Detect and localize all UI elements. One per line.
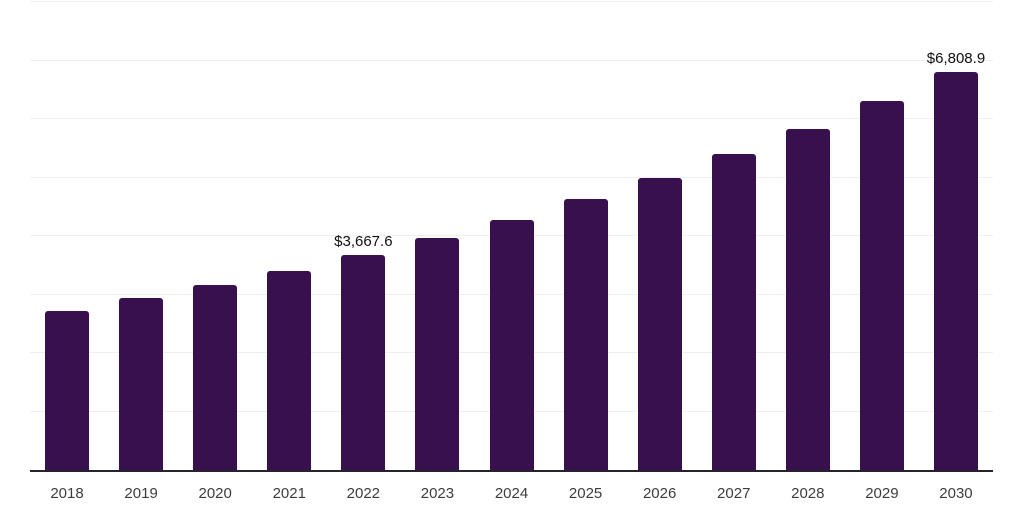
bar-slot-2028 [771,2,845,470]
bar-slot-2022: $3,667.6 [326,2,400,470]
bar-2026 [637,177,682,470]
bar-slot-2023 [400,2,474,470]
bar-slots: $3,667.6 $6,808.9 [30,2,993,470]
x-axis-tick-labels: 2018 2019 2020 2021 2022 2023 2024 2025 2026 2027… [30,486,993,501]
x-tick-2024: 2024 [494,485,529,502]
x-tick-2029: 2029 [865,485,899,502]
bar-2030 [933,71,978,470]
bar-2027 [711,154,756,470]
bar-2018 [45,311,90,470]
bar-2029 [859,101,904,470]
gridline [30,1,993,2]
data-label-2030: $6,808.9 [926,49,986,67]
bar-2021 [267,270,312,470]
bar-slot-2026 [623,2,697,470]
bar-2020 [193,285,238,470]
bar-2025 [563,199,608,470]
x-tick-2022: 2022 [346,485,381,502]
bar-slot-2027 [697,2,771,470]
bar-slot-2020 [178,2,252,470]
gridline [30,59,993,61]
x-tick-2018: 2018 [50,485,84,502]
x-tick-2025: 2025 [568,485,603,502]
x-tick-2026: 2026 [642,485,677,502]
bar-slot-2019 [104,2,178,470]
x-tick-2023: 2023 [420,485,455,502]
bar-slot-2029 [845,2,919,470]
bar-2028 [785,128,830,470]
bar-slot-2021 [252,2,326,470]
bar-slot-2018 [30,2,104,470]
bar-2024 [489,219,534,470]
gridline [30,176,993,178]
bar-slot-2030: $6,808.9 [919,2,993,470]
x-axis-line [30,470,993,472]
x-tick-2021: 2021 [272,485,306,502]
x-tick-2020: 2020 [198,485,232,502]
x-tick-2019: 2019 [124,485,158,502]
bar-2022 [341,255,386,470]
x-tick-2027: 2027 [717,485,751,502]
bar-2019 [119,297,164,470]
bar-slot-2025 [549,2,623,470]
plot-area: $3,667.6 $6,808.9 [30,1,993,470]
x-tick-2028: 2028 [791,485,825,502]
data-label-2022: $3,667.6 [334,233,393,251]
gridline [30,118,993,119]
x-tick-2030: 2030 [939,485,973,502]
bar-slot-2024 [474,2,548,470]
bar-2023 [415,238,460,470]
